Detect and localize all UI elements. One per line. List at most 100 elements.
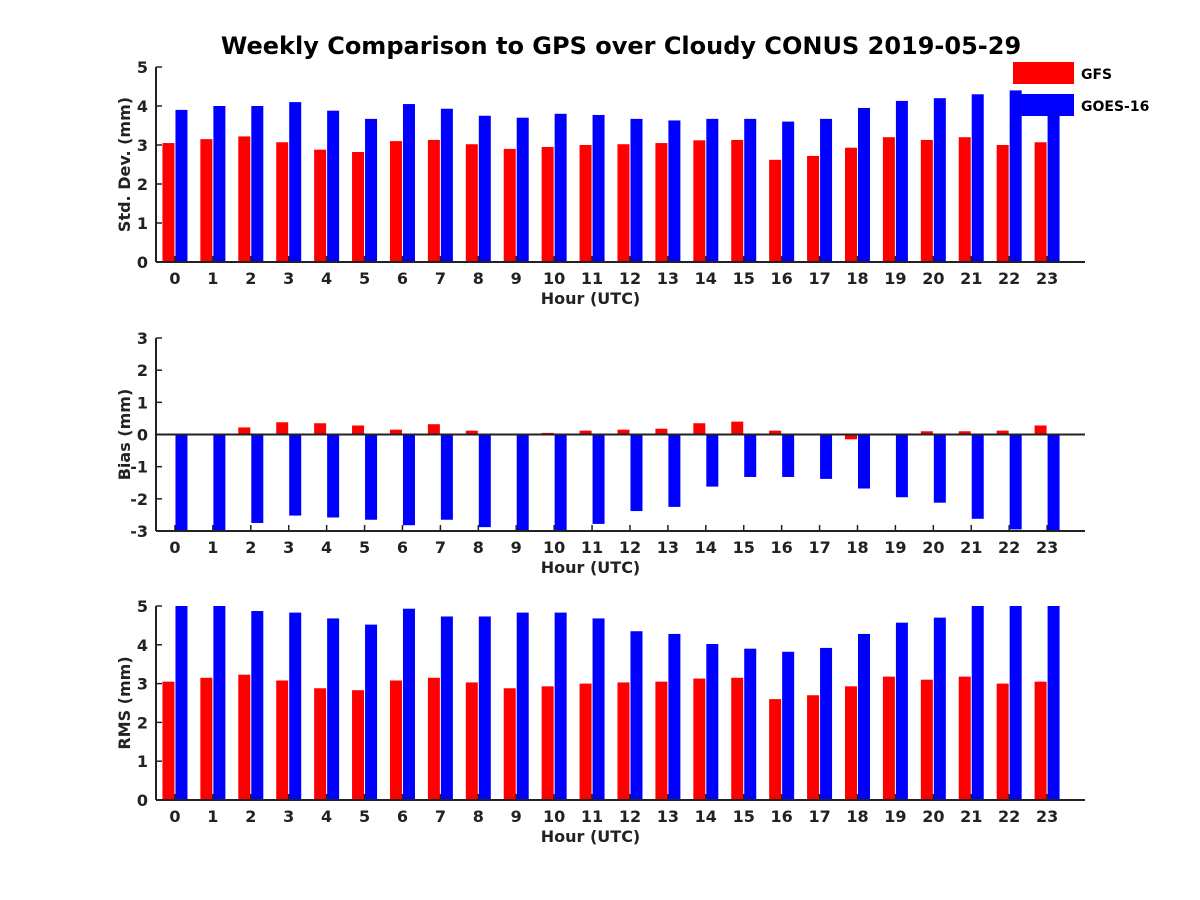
bar-goes-16-hour-21 <box>971 434 984 519</box>
bar-gfs-hour-23 <box>1034 142 1047 262</box>
x-tick-label: 15 <box>733 807 755 826</box>
y-tick-label: 1 <box>137 752 148 771</box>
bar-goes-16-hour-3 <box>289 612 302 800</box>
x-tick-label: 13 <box>657 269 679 288</box>
bar-goes-16-hour-19 <box>895 622 908 800</box>
bar-gfs-hour-4 <box>314 688 327 800</box>
x-tick-label: 4 <box>321 538 332 557</box>
bar-goes-16-hour-2 <box>251 611 264 800</box>
bar-goes-16-hour-21 <box>971 606 984 800</box>
bar-goes-16-hour-7 <box>440 616 453 800</box>
x-tick-label: 1 <box>207 269 218 288</box>
bar-gfs-hour-17 <box>807 155 820 262</box>
y-tick-label: 5 <box>137 58 148 77</box>
bar-goes-16-hour-18 <box>857 434 870 489</box>
x-tick-label: 20 <box>922 807 944 826</box>
x-tick-label: 5 <box>359 807 370 826</box>
y-tick-label: 1 <box>137 214 148 233</box>
bar-goes-16-hour-11 <box>592 114 605 262</box>
y-axis-label: RMS (mm) <box>115 656 134 749</box>
bar-gfs-hour-1 <box>200 677 213 800</box>
legend-swatch-goes-16 <box>1013 94 1074 116</box>
bar-gfs-hour-19 <box>882 676 895 800</box>
x-tick-label: 17 <box>808 538 830 557</box>
bar-gfs-hour-18 <box>844 686 857 800</box>
bar-gfs-hour-5 <box>352 152 365 262</box>
y-tick-label: -2 <box>130 490 148 509</box>
bar-gfs-hour-7 <box>427 677 440 800</box>
x-axis-label: Hour (UTC) <box>541 558 641 577</box>
bar-goes-16-hour-4 <box>327 618 340 800</box>
bar-goes-16-hour-1 <box>213 106 226 262</box>
x-tick-label: 1 <box>207 538 218 557</box>
bar-goes-16-hour-10 <box>554 113 567 262</box>
x-tick-label: 18 <box>846 538 868 557</box>
bar-gfs-hour-14 <box>693 140 706 262</box>
x-tick-label: 17 <box>808 269 830 288</box>
bar-goes-16-hour-13 <box>668 434 681 507</box>
bar-goes-16-hour-8 <box>478 115 491 262</box>
bar-goes-16-hour-16 <box>782 651 795 800</box>
x-tick-label: 16 <box>771 269 793 288</box>
x-tick-label: 14 <box>695 538 717 557</box>
x-tick-label: 11 <box>581 269 603 288</box>
bar-goes-16-hour-12 <box>630 631 643 800</box>
bar-goes-16-hour-6 <box>402 104 415 262</box>
bar-gfs-hour-3 <box>276 422 289 435</box>
bar-goes-16-hour-23 <box>1047 606 1060 800</box>
bar-goes-16-hour-17 <box>820 118 833 263</box>
x-tick-label: 10 <box>543 807 565 826</box>
y-tick-label: -1 <box>130 458 148 477</box>
bar-goes-16-hour-5 <box>365 434 378 520</box>
bar-goes-16-hour-9 <box>516 117 529 262</box>
x-tick-label: 9 <box>511 538 522 557</box>
bar-gfs-hour-14 <box>693 423 706 435</box>
bar-goes-16-hour-0 <box>175 109 188 263</box>
bar-gfs-hour-21 <box>958 137 971 262</box>
bar-gfs-hour-18 <box>844 147 857 262</box>
x-tick-label: 1 <box>207 807 218 826</box>
bar-gfs-hour-22 <box>996 430 1009 435</box>
bar-gfs-hour-21 <box>958 676 971 800</box>
x-tick-label: 3 <box>283 269 294 288</box>
x-tick-label: 7 <box>435 538 446 557</box>
bar-goes-16-hour-7 <box>440 108 453 262</box>
x-tick-label: 2 <box>245 807 256 826</box>
bar-gfs-hour-22 <box>996 683 1009 800</box>
bar-goes-16-hour-19 <box>895 434 908 498</box>
x-tick-label: 14 <box>695 269 717 288</box>
x-tick-label: 0 <box>169 269 180 288</box>
bar-goes-16-hour-1 <box>213 434 226 531</box>
x-tick-label: 6 <box>397 807 408 826</box>
y-axis-label: Bias (mm) <box>115 389 134 481</box>
bar-gfs-hour-16 <box>769 159 782 262</box>
bar-gfs-hour-5 <box>352 690 365 800</box>
x-tick-label: 18 <box>846 807 868 826</box>
bar-gfs-hour-14 <box>693 678 706 800</box>
x-tick-label: 16 <box>771 538 793 557</box>
x-tick-label: 23 <box>1036 538 1058 557</box>
x-tick-label: 21 <box>960 538 982 557</box>
x-tick-label: 0 <box>169 538 180 557</box>
y-axis-label: Std. Dev. (mm) <box>115 97 134 232</box>
bar-gfs-hour-19 <box>882 137 895 262</box>
x-tick-label: 21 <box>960 807 982 826</box>
bar-gfs-hour-11 <box>579 430 592 435</box>
x-tick-label: 13 <box>657 538 679 557</box>
y-tick-label: 0 <box>137 426 148 445</box>
bar-gfs-hour-12 <box>617 144 630 262</box>
x-tick-label: 7 <box>435 807 446 826</box>
bar-goes-16-hour-5 <box>365 118 378 263</box>
bar-goes-16-hour-15 <box>744 434 757 477</box>
bar-gfs-hour-21 <box>958 431 971 435</box>
bar-gfs-hour-2 <box>238 427 251 435</box>
x-tick-label: 23 <box>1036 807 1058 826</box>
bar-gfs-hour-11 <box>579 683 592 800</box>
bar-gfs-hour-22 <box>996 145 1009 262</box>
bar-gfs-hour-9 <box>503 688 516 800</box>
x-tick-label: 21 <box>960 269 982 288</box>
x-tick-label: 9 <box>511 269 522 288</box>
bar-goes-16-hour-15 <box>744 118 757 263</box>
bar-gfs-hour-2 <box>238 674 251 800</box>
bar-goes-16-hour-12 <box>630 434 643 512</box>
